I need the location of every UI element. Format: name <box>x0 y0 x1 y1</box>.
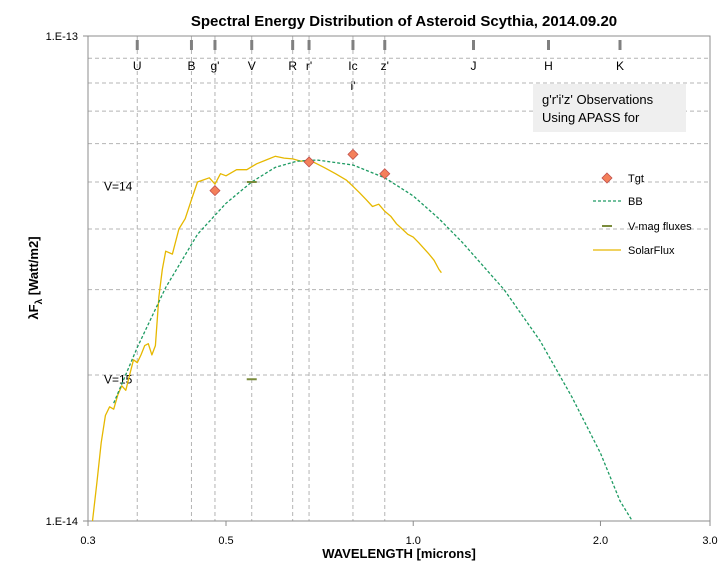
band-label-6: Ic <box>348 59 357 73</box>
vmag-label-1: V=15 <box>104 372 133 386</box>
band-label-10: K <box>616 59 624 73</box>
chart-title: Spectral Energy Distribution of Asteroid… <box>191 13 617 30</box>
band-label-8: J <box>471 59 477 73</box>
band-label2-6: i' <box>350 79 355 93</box>
legend-label-2: V-mag fluxes <box>628 221 692 233</box>
band-label-3: V <box>248 59 256 73</box>
tgt-point-2 <box>347 148 359 160</box>
x-tick-label-4: 3.0 <box>702 535 717 547</box>
tgt-point-1 <box>303 156 315 168</box>
band-label-9: H <box>544 59 553 73</box>
band-label-5: r' <box>306 59 312 73</box>
x-axis-ticks: 0.3 0.5 1.0 2.0 3.0 <box>80 521 718 547</box>
x-tick-label-0: 0.3 <box>80 535 95 547</box>
y-axis-ticks: 1.E-13 1.E-14 <box>46 31 88 528</box>
legend-label-1: BB <box>628 196 643 208</box>
legend-label-0: Tgt <box>628 173 644 185</box>
legend-label-3: SolarFlux <box>628 245 675 257</box>
y-tick-label-0: 1.E-13 <box>46 31 78 43</box>
band-label-7: z' <box>381 59 389 73</box>
x-tick-label-2: 1.0 <box>406 535 421 547</box>
y-axis-title: λFλ [Watt/m2] <box>26 236 45 319</box>
apass-note: g'r'i'z' Observations Using APASS for <box>533 84 686 132</box>
legend: Tgt BB V-mag fluxes SolarFlux <box>593 172 692 257</box>
apass-note-line1: g'r'i'z' Observations <box>542 92 654 107</box>
y-axis-title-units: [Watt/m2] <box>26 236 41 298</box>
vmag-label-0: V=14 <box>104 179 133 193</box>
plot-area-border <box>87 35 711 522</box>
x-tick-label-3: 2.0 <box>593 535 608 547</box>
series-solarflux-line <box>91 155 442 522</box>
series-bb-line <box>113 159 633 522</box>
vmag-labels: V=14 V=15 <box>104 179 133 386</box>
x-axis-title: WAVELENGTH [microns] <box>322 546 476 561</box>
band-label-1: B <box>187 59 195 73</box>
apass-note-box <box>533 84 686 132</box>
x-tick-label-1: 0.5 <box>218 535 233 547</box>
band-label-2: g' <box>210 59 219 73</box>
y-tick-label-1: 1.E-14 <box>46 516 78 528</box>
apass-note-line2: Using APASS for <box>542 110 640 125</box>
series-layer <box>91 148 633 522</box>
band-label-4: R <box>288 59 297 73</box>
legend-swatch-tgt <box>601 172 613 184</box>
y-axis-title-main: λF <box>26 304 41 319</box>
y-axis-title-subscript: λ <box>34 298 45 304</box>
band-label-0: U <box>133 59 142 73</box>
tgt-point-3 <box>379 168 391 180</box>
tgt-point-0 <box>209 185 221 197</box>
